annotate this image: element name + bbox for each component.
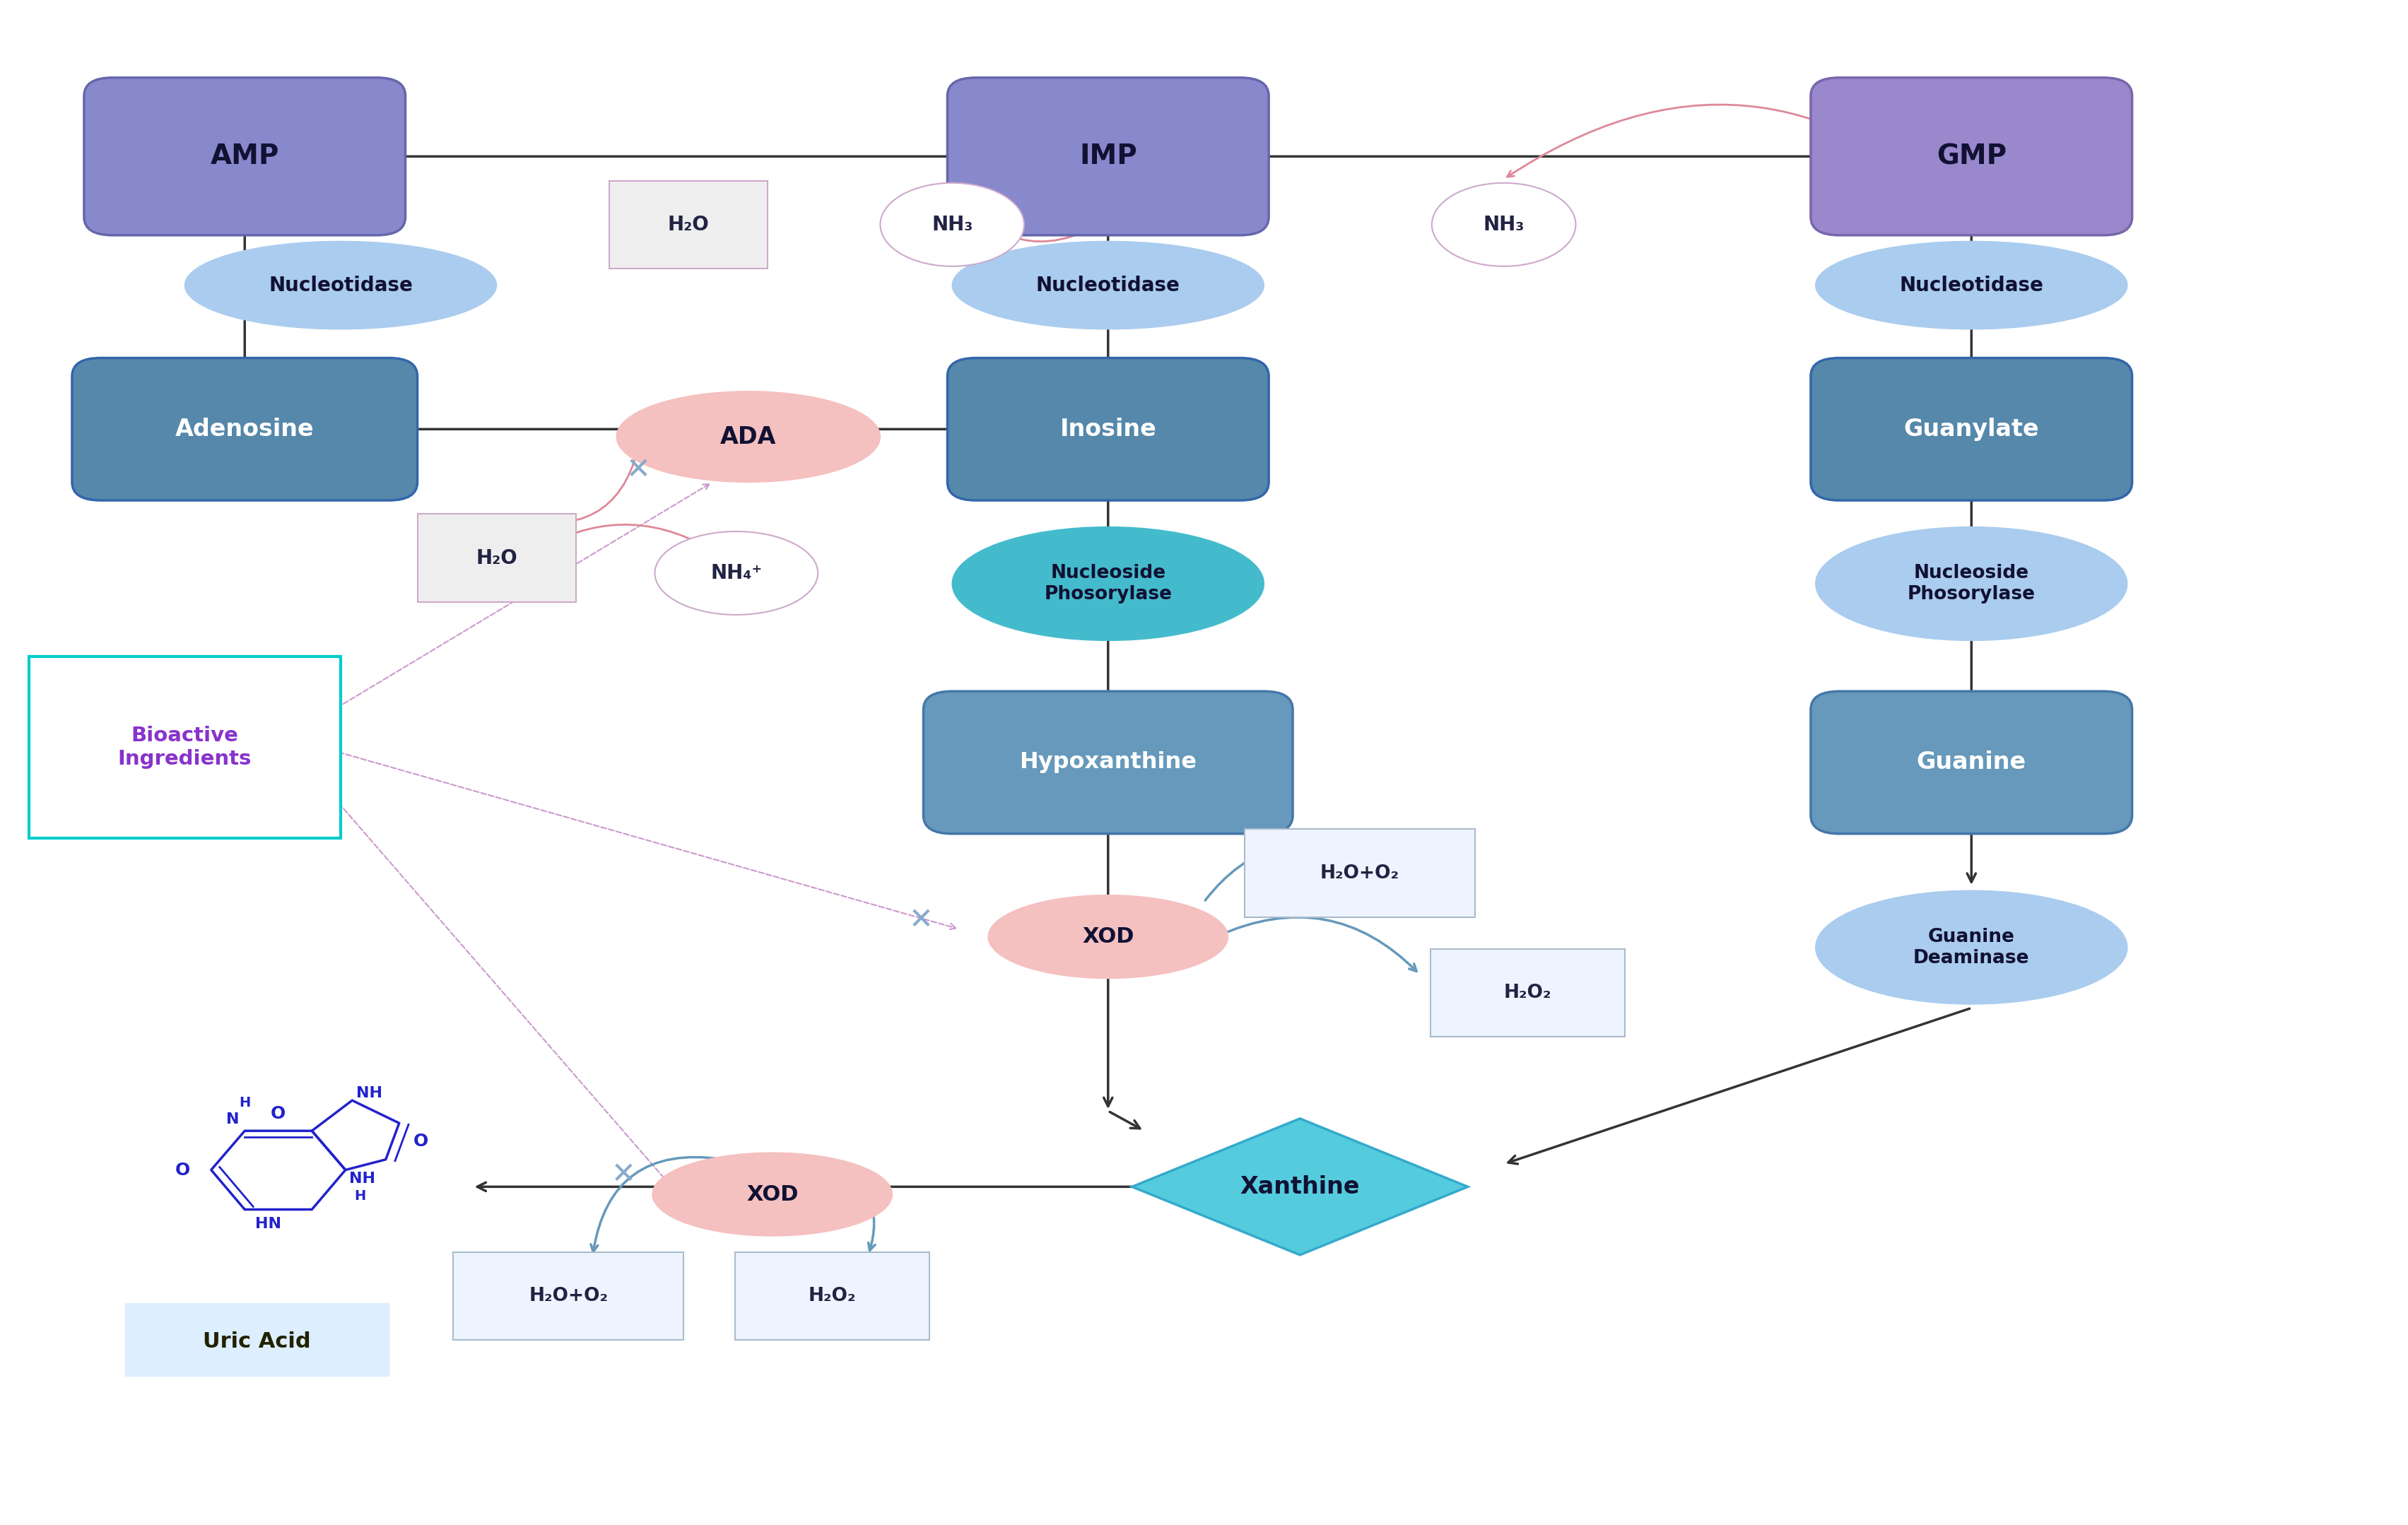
FancyBboxPatch shape	[734, 1252, 929, 1340]
Text: H₂O₂: H₂O₂	[1505, 984, 1551, 1002]
Text: Xanthine: Xanthine	[1240, 1176, 1361, 1199]
Text: NH₃: NH₃	[1483, 215, 1524, 235]
FancyBboxPatch shape	[1811, 358, 2131, 500]
Text: Nucleotidase: Nucleotidase	[270, 276, 412, 296]
Ellipse shape	[1433, 183, 1575, 267]
FancyBboxPatch shape	[922, 691, 1293, 834]
Text: H₂O: H₂O	[477, 547, 518, 567]
Text: Bioactive
Ingredients: Bioactive Ingredients	[118, 726, 253, 769]
FancyBboxPatch shape	[125, 1304, 388, 1376]
Text: Guanine: Guanine	[1917, 750, 2025, 775]
Text: H: H	[354, 1190, 366, 1203]
FancyBboxPatch shape	[453, 1252, 684, 1340]
Ellipse shape	[1816, 528, 2126, 640]
Text: Guanylate: Guanylate	[1905, 418, 2040, 441]
Text: O: O	[176, 1162, 190, 1179]
Text: Inosine: Inosine	[1060, 418, 1156, 441]
Text: O: O	[270, 1106, 287, 1122]
FancyBboxPatch shape	[1811, 691, 2131, 834]
Text: XOD: XOD	[746, 1183, 799, 1205]
Ellipse shape	[1816, 241, 2126, 329]
Text: H₂O+O₂: H₂O+O₂	[1320, 865, 1399, 883]
FancyBboxPatch shape	[609, 180, 768, 268]
Text: O: O	[414, 1133, 429, 1150]
Text: NH: NH	[356, 1086, 383, 1101]
Text: NH₃: NH₃	[932, 215, 973, 235]
Text: Nucleotidase: Nucleotidase	[1035, 276, 1180, 296]
Ellipse shape	[655, 531, 819, 615]
Polygon shape	[1132, 1118, 1469, 1255]
FancyBboxPatch shape	[72, 358, 417, 500]
Text: N: N	[226, 1112, 238, 1127]
Text: ✕: ✕	[908, 906, 934, 935]
Text: Hypoxanthine: Hypoxanthine	[1019, 752, 1197, 773]
Text: H₂O: H₂O	[667, 215, 708, 235]
Text: H₂O+O₂: H₂O+O₂	[530, 1287, 609, 1305]
Ellipse shape	[987, 895, 1228, 979]
Text: IMP: IMP	[1079, 143, 1137, 169]
Text: H: H	[238, 1096, 250, 1109]
Text: XOD: XOD	[1081, 927, 1134, 947]
Ellipse shape	[185, 241, 496, 329]
Ellipse shape	[616, 392, 881, 482]
Text: Uric Acid: Uric Acid	[202, 1331, 311, 1351]
Text: NH: NH	[349, 1171, 376, 1185]
FancyBboxPatch shape	[1811, 78, 2131, 235]
Text: ADA: ADA	[720, 425, 775, 448]
FancyBboxPatch shape	[1430, 949, 1625, 1037]
FancyBboxPatch shape	[84, 78, 405, 235]
Text: ✕: ✕	[612, 1161, 636, 1190]
Ellipse shape	[951, 241, 1264, 329]
Text: Nucleoside
Phosorylase: Nucleoside Phosorylase	[1045, 564, 1173, 604]
FancyBboxPatch shape	[946, 358, 1269, 500]
Text: AMP: AMP	[209, 143, 279, 169]
FancyBboxPatch shape	[417, 514, 576, 602]
Text: Nucleoside
Phosorylase: Nucleoside Phosorylase	[1907, 564, 2035, 604]
FancyBboxPatch shape	[29, 656, 340, 839]
Text: ✕: ✕	[626, 456, 650, 485]
Ellipse shape	[881, 183, 1023, 267]
Text: Guanine
Deaminase: Guanine Deaminase	[1914, 927, 2030, 967]
Text: H₂O₂: H₂O₂	[809, 1287, 857, 1305]
Text: Adenosine: Adenosine	[176, 418, 313, 441]
Ellipse shape	[653, 1153, 893, 1235]
Ellipse shape	[1816, 891, 2126, 1003]
Text: Nucleotidase: Nucleotidase	[1900, 276, 2044, 296]
Ellipse shape	[951, 528, 1264, 640]
FancyBboxPatch shape	[946, 78, 1269, 235]
Text: HN: HN	[255, 1217, 282, 1231]
Text: GMP: GMP	[1936, 143, 2006, 169]
Text: NH₄⁺: NH₄⁺	[710, 563, 763, 583]
FancyBboxPatch shape	[1245, 830, 1476, 917]
